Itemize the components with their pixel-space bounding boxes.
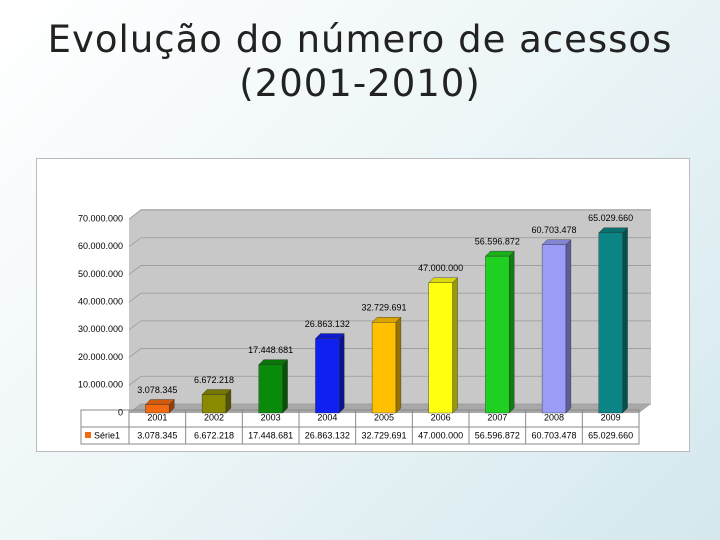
x-tick-label: 2008: [544, 412, 564, 422]
bar: [428, 282, 453, 414]
bar: [485, 255, 510, 414]
bar-top: [371, 317, 402, 323]
x-tick-label: 2009: [601, 412, 621, 422]
grid-line: [128, 403, 651, 414]
bar: [371, 322, 397, 414]
table-value: 3.078.345: [137, 430, 177, 440]
value-label: 32.729.691: [361, 303, 406, 313]
bar-top: [598, 227, 629, 233]
value-label: 6.672.218: [194, 375, 234, 385]
y-tick-label: 10.000.000: [78, 380, 123, 390]
x-tick-label: 2007: [487, 412, 507, 422]
chart: Série1 0 10.000.000 20.000.000 30.000.000 40…: [36, 158, 690, 452]
x-tick-label: 2004: [317, 412, 337, 422]
table-value: 17.448.681: [248, 430, 293, 440]
bar-top: [314, 333, 345, 339]
table-value: 47.000.000: [418, 430, 463, 440]
plot-wall: [129, 209, 651, 413]
bar: [598, 232, 623, 414]
x-tick-label: 2002: [204, 412, 224, 422]
bar: [145, 404, 170, 414]
legend-label: Série1: [94, 430, 120, 440]
value-label: 65.029.660: [588, 213, 633, 223]
bar-top: [541, 239, 572, 245]
grid-line: [128, 265, 651, 275]
bar-side: [622, 227, 628, 414]
grid-line: [128, 320, 651, 331]
value-label: 3.078.345: [137, 385, 177, 395]
y-tick-label: 60.000.000: [78, 241, 123, 251]
grid-line: [128, 209, 651, 220]
value-label: 47.000.000: [418, 263, 463, 273]
table-value: 6.672.218: [194, 430, 234, 440]
bar-top: [258, 359, 289, 365]
bar-side: [509, 250, 515, 414]
bar: [541, 244, 567, 414]
value-label: 56.596.872: [475, 237, 520, 247]
table-value: 56.596.872: [475, 430, 520, 440]
table-value: 32.729.691: [361, 430, 406, 440]
bar: [315, 338, 340, 414]
table-value: 26.863.132: [305, 430, 350, 440]
bar: [258, 364, 283, 414]
y-tick-label: 70.000.000: [78, 213, 123, 223]
value-label: 26.863.132: [305, 319, 350, 329]
x-tick-label: 2006: [431, 412, 451, 422]
y-tick-label: 20.000.000: [78, 352, 123, 362]
bar-top: [201, 389, 232, 395]
bar-side: [339, 333, 345, 414]
x-tick-label: 2003: [261, 412, 281, 422]
table-value: 65.029.660: [588, 430, 633, 440]
grid-line: [128, 348, 651, 358]
value-label: 17.448.681: [248, 345, 293, 355]
bar: [201, 394, 227, 414]
grid-line: [128, 237, 651, 248]
slide-title: Evolução do número de acessos (2001-2010…: [47, 18, 673, 105]
x-tick-label: 2001: [147, 412, 167, 422]
value-label: 60.703.478: [531, 225, 576, 235]
x-tick-label: 2005: [374, 412, 394, 422]
bar-side: [395, 316, 402, 414]
bar-top: [428, 277, 459, 283]
grid-line: [128, 292, 651, 303]
bar-side: [282, 359, 288, 414]
bar-top: [484, 250, 515, 257]
grid-line: [128, 375, 651, 386]
y-tick-label: 40.000.000: [78, 297, 123, 307]
legend-key: [85, 432, 91, 438]
bar-side: [452, 277, 458, 414]
bar-side: [565, 239, 572, 414]
y-tick-label: 30.000.000: [78, 324, 123, 334]
bar-top: [144, 399, 175, 405]
table-value: 60.703.478: [531, 430, 576, 440]
y-tick-label: 0: [118, 407, 123, 417]
y-tick-label: 50.000.000: [78, 269, 123, 279]
